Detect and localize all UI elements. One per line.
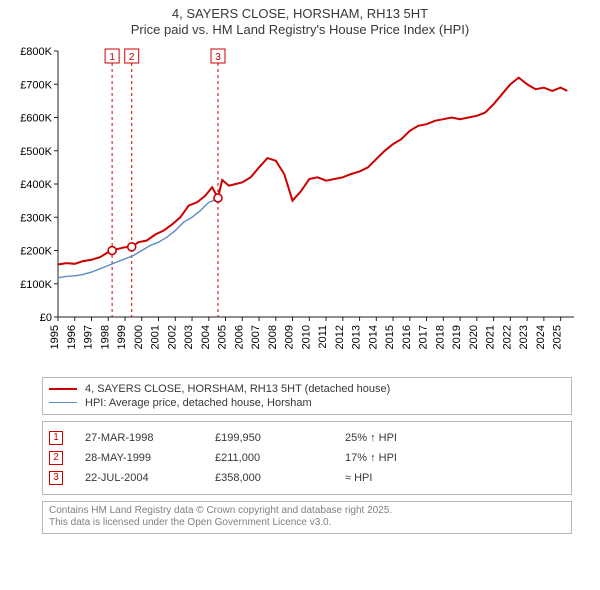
legend-label: 4, SAYERS CLOSE, HORSHAM, RH13 5HT (deta… xyxy=(85,383,390,395)
x-tick-label: 1996 xyxy=(66,325,78,349)
x-tick-label: 2005 xyxy=(217,325,229,349)
license-notice: Contains HM Land Registry data © Crown c… xyxy=(42,501,572,534)
x-tick-label: 2009 xyxy=(284,325,296,349)
event-marker: 3 xyxy=(49,471,63,485)
y-tick-label: £400K xyxy=(20,179,52,191)
x-tick-label: 2019 xyxy=(451,325,463,349)
x-tick-label: 2024 xyxy=(535,325,547,349)
callout-marker: 2 xyxy=(129,52,135,63)
x-tick-label: 2023 xyxy=(518,325,530,349)
event-row: 1 27-MAR-1998£199,95025% ↑ HPI xyxy=(49,428,565,448)
callout-marker: 3 xyxy=(215,52,221,63)
legend-swatch xyxy=(49,402,77,403)
x-tick-label: 2006 xyxy=(233,325,245,349)
y-tick-label: £600K xyxy=(20,112,52,124)
x-tick-label: 2015 xyxy=(384,325,396,349)
event-marker: 2 xyxy=(49,451,63,465)
price-vs-hpi-chart: £0 £100K £200K £300K £400K £500K £600K £700K £80… xyxy=(14,41,586,371)
transaction-marker xyxy=(128,242,136,250)
x-tick-label: 2011 xyxy=(317,325,329,349)
transaction-marker xyxy=(108,246,116,254)
x-tick-label: 2001 xyxy=(150,325,162,349)
hpi-series xyxy=(58,198,222,278)
x-tick-label: 2020 xyxy=(468,325,480,349)
legend-item: 4, SAYERS CLOSE, HORSHAM, RH13 5HT (deta… xyxy=(49,382,565,396)
event-date: 28-MAY-1999 xyxy=(85,452,215,464)
legend: 4, SAYERS CLOSE, HORSHAM, RH13 5HT (deta… xyxy=(42,377,572,415)
legend-item: HPI: Average price, detached house, Hors… xyxy=(49,396,565,410)
x-tick-label: 2008 xyxy=(267,325,279,349)
y-tick-label: £300K xyxy=(20,212,52,224)
x-tick-label: 2007 xyxy=(250,325,262,349)
event-diff: 17% ↑ HPI xyxy=(345,452,465,464)
chart-title-subtitle: Price paid vs. HM Land Registry's House … xyxy=(0,22,600,38)
x-tick-label: 2018 xyxy=(434,325,446,349)
transaction-events: 1 27-MAR-1998£199,95025% ↑ HPI 2 28-MAY-199… xyxy=(42,421,572,495)
x-tick-label: 2012 xyxy=(334,325,346,349)
event-diff: 25% ↑ HPI xyxy=(345,432,465,444)
y-tick-label: £800K xyxy=(20,46,52,58)
event-diff: ≈ HPI xyxy=(345,472,465,484)
event-row: 3 22-JUL-2004£358,000≈ HPI xyxy=(49,468,565,488)
chart-title-address: 4, SAYERS CLOSE, HORSHAM, RH13 5HT xyxy=(0,6,600,22)
legend-swatch xyxy=(49,388,77,390)
x-tick-label: 2004 xyxy=(200,325,212,349)
transaction-marker xyxy=(214,193,222,201)
x-tick-label: 2003 xyxy=(183,325,195,349)
x-tick-label: 2014 xyxy=(367,325,379,349)
y-tick-label: £200K xyxy=(20,245,52,257)
x-tick-label: 1998 xyxy=(99,325,111,349)
license-line-2: This data is licensed under the Open Gov… xyxy=(49,517,565,530)
event-row: 2 28-MAY-1999£211,00017% ↑ HPI xyxy=(49,448,565,468)
x-tick-label: 2017 xyxy=(418,325,430,349)
price-paid-series xyxy=(58,77,567,264)
x-tick-label: 1999 xyxy=(116,325,128,349)
event-price: £199,950 xyxy=(215,432,345,444)
license-line-1: Contains HM Land Registry data © Crown c… xyxy=(49,505,565,518)
x-tick-label: 1995 xyxy=(49,325,61,349)
x-tick-label: 2000 xyxy=(133,325,145,349)
event-price: £358,000 xyxy=(215,472,345,484)
chart-title-block: 4, SAYERS CLOSE, HORSHAM, RH13 5HT Price… xyxy=(0,0,600,39)
x-tick-label: 2025 xyxy=(552,325,564,349)
x-tick-label: 1997 xyxy=(83,325,95,349)
event-price: £211,000 xyxy=(215,452,345,464)
x-tick-label: 2021 xyxy=(485,325,497,349)
event-date: 22-JUL-2004 xyxy=(85,472,215,484)
x-tick-label: 2013 xyxy=(351,325,363,349)
event-marker: 1 xyxy=(49,431,63,445)
x-tick-label: 2002 xyxy=(166,325,178,349)
y-tick-label: £100K xyxy=(20,278,52,290)
legend-label: HPI: Average price, detached house, Hors… xyxy=(85,397,312,409)
callout-marker: 1 xyxy=(109,52,115,63)
x-tick-label: 2016 xyxy=(401,325,413,349)
x-tick-label: 2022 xyxy=(501,324,513,348)
y-tick-label: £500K xyxy=(20,145,52,157)
y-tick-label: £700K xyxy=(20,79,52,91)
y-tick-label: £0 xyxy=(40,312,52,324)
x-tick-label: 2010 xyxy=(300,325,312,349)
event-date: 27-MAR-1998 xyxy=(85,432,215,444)
